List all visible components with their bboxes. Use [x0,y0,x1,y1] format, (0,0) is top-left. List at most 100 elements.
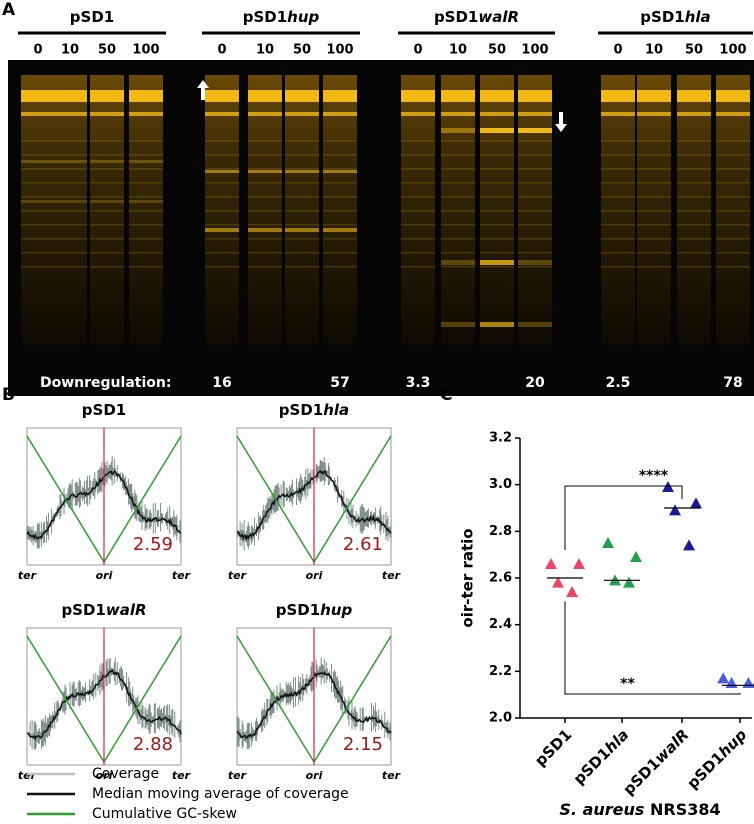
gel-lane [441,75,475,345]
x-tick-label: pSD1 [531,725,575,769]
gel-band [601,210,635,212]
gel-band [601,90,635,102]
gel-lane [285,75,319,345]
gel-band [677,210,711,212]
gel-band [441,252,475,254]
gel-band [205,266,239,268]
gel-band [716,252,750,254]
plot-title: pSD1hup [276,601,353,619]
gel-band [129,238,163,240]
axis-label: ter [18,569,37,582]
axis-label: ori [306,769,323,782]
gel-band [285,170,319,173]
gel-lane [637,75,671,345]
gel-band [480,112,514,116]
axis-label: ter [228,569,247,582]
gel-band [480,140,514,142]
gel-band [601,196,635,198]
gel-band [637,168,671,170]
gel-band [323,228,357,232]
plot-title: pSD1hla [279,401,349,419]
gel-band [90,196,124,198]
gel-band [480,252,514,254]
axis-label: ter [382,769,401,782]
gel-band [441,238,475,240]
gel-band [637,210,671,212]
gel-lane [601,75,635,345]
gel-band [21,238,55,240]
gel-band [285,266,319,268]
gel-band [677,224,711,226]
gel-band [441,224,475,226]
gel-band [441,322,475,327]
gel-band [90,252,124,254]
lane-label: 0 [33,43,42,58]
gel-band [53,160,87,163]
gel-band [248,140,282,142]
gel-band [90,154,124,156]
x-axis-label: S. aureus NRS384 [559,800,720,819]
downregulation-label: Downregulation: [40,375,171,391]
gel-band [441,90,475,102]
panel-label: A [2,0,16,20]
gel-band [323,154,357,156]
axis-label: ori [96,569,113,582]
gel-band [323,196,357,198]
ratio-value: 2.88 [133,734,173,755]
downregulation-value: 3.3 [406,375,431,391]
gel-band [323,210,357,212]
lane-label: 100 [326,43,353,58]
gel-band [205,228,239,232]
gel-band [285,196,319,198]
point [623,576,635,588]
point [602,537,614,548]
gel-band [285,224,319,226]
gel-band [285,154,319,156]
lane-label: 50 [293,43,311,58]
x-tick-label: pSD1hla [570,725,633,788]
gel-band [53,182,87,184]
y-tick-label: 2.6 [489,571,512,586]
gel-band [441,266,475,268]
gel-band [21,266,55,268]
gel-band [53,238,87,240]
gel-band [90,224,124,226]
panel-label: B [2,385,15,405]
gel-band [323,112,357,116]
lane-label: 100 [719,43,746,58]
point [566,586,578,597]
gel-band [129,200,163,203]
ratio-value: 2.61 [343,534,383,555]
group-label: pSD1hup [243,8,320,26]
gel-lane [480,75,514,345]
gel-band [205,182,239,184]
gel-band [21,90,55,102]
gel-band [637,252,671,254]
gel-band [21,182,55,184]
gel-band [601,112,635,116]
gel-band [637,266,671,268]
lane-label: 50 [685,43,703,58]
gel-band [21,160,55,163]
gel-band [716,224,750,226]
gel-band [129,154,163,156]
gel-band [518,238,552,240]
gel-band [90,160,124,163]
gel-band [129,168,163,170]
gel-band [53,168,87,170]
gel-band [480,224,514,226]
gel-band [518,140,552,142]
gel-band [53,252,87,254]
lane-label: 50 [98,43,116,58]
gel-band [205,224,239,226]
gel-lane [21,75,55,345]
gel-band [637,112,671,116]
gel-band [518,168,552,170]
gel-band [323,168,357,170]
gel-band [21,224,55,226]
gel-band [518,252,552,254]
gel-band [205,170,239,173]
gel-band [21,252,55,254]
plot-title: pSD1 [82,401,126,419]
gel-band [441,112,475,116]
